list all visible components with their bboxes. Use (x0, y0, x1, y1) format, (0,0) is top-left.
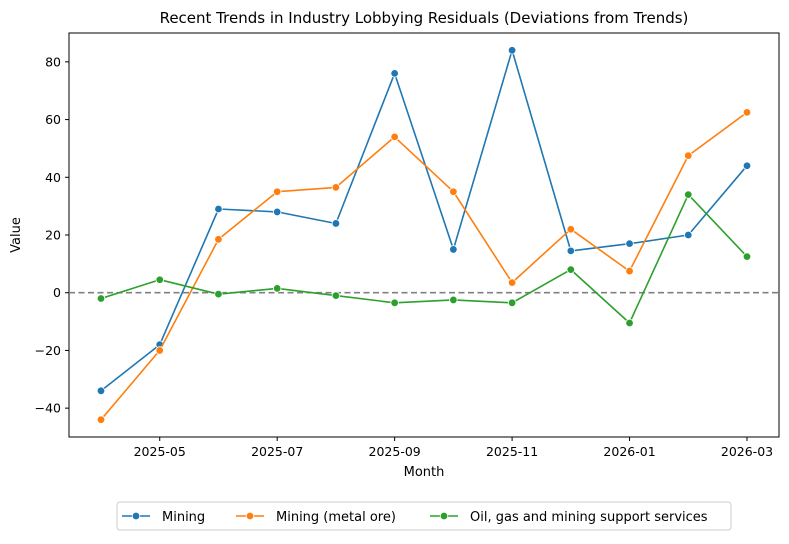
plot-frame (68, 32, 780, 438)
data-point (96, 415, 106, 424)
data-point (742, 161, 752, 170)
data-point (214, 204, 223, 214)
x-tick-label: 2025-11 (486, 444, 538, 459)
x-tick-label: 2025-09 (369, 444, 421, 459)
y-tick-label: 80 (45, 54, 61, 69)
data-point (155, 275, 164, 284)
data-point (96, 386, 106, 396)
x-tick-label: 2026-03 (721, 444, 773, 459)
y-tick-label: −20 (35, 343, 61, 358)
data-point (272, 284, 282, 293)
chart-title: Recent Trends in Industry Lobbying Resid… (160, 9, 689, 27)
series-line (100, 111, 748, 421)
legend-entry-label: Oil, gas and mining support services (470, 510, 708, 525)
data-point (507, 46, 517, 55)
data-point (625, 239, 634, 248)
data-point (625, 266, 634, 276)
y-tick-label: 0 (53, 285, 61, 300)
x-tick-label: 2025-07 (251, 444, 303, 459)
legend-swatch-marker (439, 511, 449, 521)
series-2 (96, 108, 752, 424)
data-point (390, 69, 399, 78)
data-point (331, 219, 341, 228)
data-point (272, 207, 282, 217)
y-axis-label: Value (9, 217, 24, 253)
legend-entry-label: Mining (162, 510, 205, 525)
y-tick-label: −40 (35, 401, 61, 416)
data-point (684, 230, 693, 240)
data-point (625, 318, 634, 328)
legend-swatch-marker (245, 511, 255, 521)
data-point (214, 235, 223, 244)
data-point (449, 245, 458, 254)
data-point (390, 298, 399, 308)
data-point (449, 295, 458, 305)
data-point (449, 187, 458, 196)
x-tick-label: 2026-01 (603, 444, 655, 459)
legend: Mining Mining (metal ore) Oil, gas and min… (116, 501, 732, 531)
data-point (684, 190, 693, 199)
data-point (684, 151, 693, 160)
y-tick-label: 20 (45, 228, 61, 243)
data-point (566, 265, 576, 274)
data-point (155, 346, 164, 355)
y-tick-label: 40 (45, 170, 61, 185)
data-point (214, 289, 223, 299)
x-axis-label: Month (404, 465, 445, 480)
data-point (390, 132, 399, 142)
data-point (96, 294, 106, 303)
series-1 (96, 46, 752, 396)
data-point (566, 246, 576, 256)
data-point (742, 108, 752, 117)
plot-area: −40 −20 0 20 40 60 80 2025-05 2025-07 2025-09 2025… (35, 32, 780, 459)
data-point (331, 291, 341, 300)
data-point (331, 183, 341, 192)
series-line (100, 49, 748, 392)
legend-swatch-marker (131, 511, 141, 521)
data-point (507, 298, 517, 308)
data-point (272, 187, 282, 196)
legend-box (116, 501, 732, 531)
data-point (507, 278, 517, 287)
legend-entry-label: Mining (metal ore) (276, 510, 396, 525)
series-3 (96, 190, 752, 328)
data-point (566, 225, 576, 234)
y-tick-label: 60 (45, 112, 61, 127)
data-point (742, 252, 752, 261)
x-tick-label: 2025-05 (134, 444, 186, 459)
series-line (100, 193, 748, 324)
